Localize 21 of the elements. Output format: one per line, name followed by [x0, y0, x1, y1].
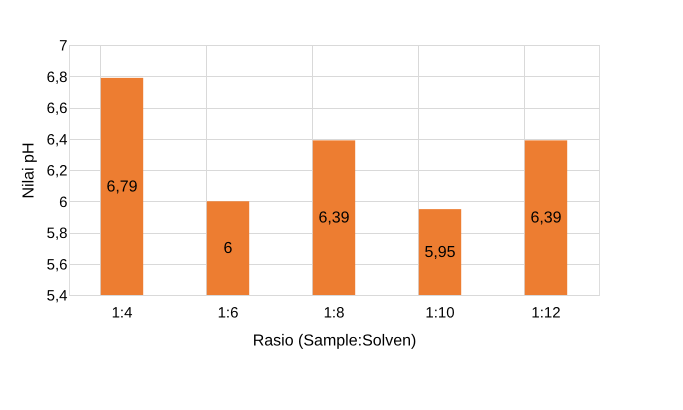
- y-tick-label: 6,8: [46, 68, 68, 86]
- y-axis-title: Nilai pH: [20, 142, 38, 199]
- data-label: 6: [224, 240, 233, 258]
- y-tick-label: 6: [59, 194, 68, 211]
- y-tick-label: 7: [59, 38, 68, 54]
- y-tick-label: 6,6: [46, 100, 68, 117]
- x-tick-label: 1:8: [324, 304, 344, 322]
- data-label: 6,39: [318, 210, 350, 227]
- x-tick-label: 1:10: [425, 304, 455, 322]
- x-tick-label: 1:12: [531, 304, 561, 322]
- y-tick-label: 6,4: [46, 131, 68, 148]
- y-tick-label: 5,6: [46, 256, 68, 274]
- x-tick-label: 1:6: [218, 304, 238, 322]
- y-tick-label: 5,4: [46, 288, 68, 304]
- y-tick-label: 6,2: [46, 162, 68, 180]
- x-tick-label: 1:4: [112, 304, 132, 322]
- data-label: 6,39: [530, 210, 562, 227]
- data-label: 6,79: [106, 178, 138, 196]
- data-label: 5,95: [424, 244, 456, 262]
- x-axis-title: Rasio (Sample:Solven): [252, 332, 416, 350]
- y-tick-label: 5,8: [46, 225, 68, 242]
